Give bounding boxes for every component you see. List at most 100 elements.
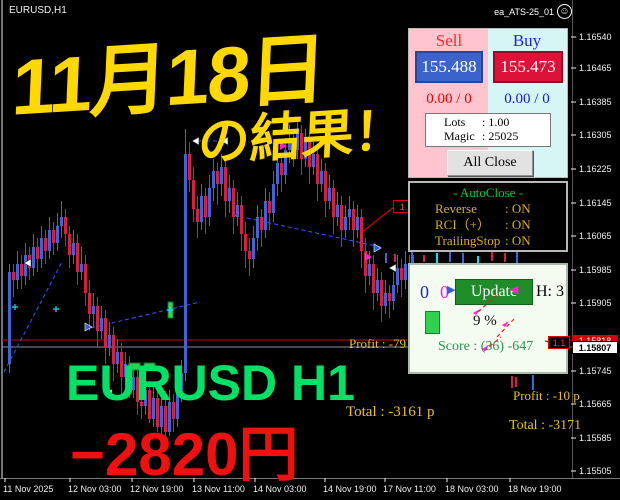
autoclose-row-value: : ON [505, 233, 531, 248]
candle [224, 167, 227, 201]
candle [88, 293, 91, 314]
candle [384, 293, 387, 306]
candle [204, 196, 207, 217]
candle [100, 318, 103, 331]
candle [268, 201, 271, 213]
candle [300, 133, 303, 159]
candle [220, 167, 223, 184]
autoclose-title: - AutoClose - [452, 185, 524, 200]
sell-price-button[interactable]: 155.488 [415, 51, 483, 83]
gauge-bar [425, 311, 440, 334]
lots-label: Lots [444, 115, 466, 129]
candle [292, 138, 295, 150]
cyan-plus-mark [53, 306, 59, 312]
green-square-mark [128, 362, 141, 371]
candle [280, 163, 283, 175]
candle [240, 205, 243, 234]
candle [348, 209, 351, 217]
candle [180, 373, 183, 390]
time-axis-label: 14 Nov 19:00 [323, 484, 377, 494]
candle [284, 150, 287, 175]
candle [44, 238, 47, 251]
price-axis-label: 1.15585 [579, 433, 612, 443]
cyan-plus-mark [12, 304, 18, 310]
score-label: Score : (36) -647 [438, 339, 534, 354]
autoclose-row-label: Reverse [435, 201, 477, 216]
overlay-title-result: の結果！ [196, 101, 407, 173]
candle [392, 285, 395, 301]
partial-price-tag: 1.1 [548, 336, 570, 349]
time-axis-label: 12 Nov 03:00 [68, 484, 122, 494]
candle [20, 264, 23, 276]
magenta-arrow-icon [280, 142, 287, 150]
buy-stats-label: 0.00 / 0 [504, 91, 550, 107]
magenta-arrow-icon: ◀ [510, 284, 519, 296]
candle [56, 226, 59, 243]
overlay-loss-amount: −2820円 [70, 421, 299, 488]
time-axis-label: 18 Nov 19:00 [508, 484, 562, 494]
price-axis-label: 1.16225 [579, 164, 612, 174]
candle [360, 217, 363, 251]
trade-panel: Sell Buy 155.488 155.473 0.00 / 0 0.00 /… [408, 28, 568, 178]
candle [68, 234, 71, 255]
magic-label: Magic [444, 129, 475, 143]
candle [112, 335, 115, 364]
candle [40, 238, 43, 259]
blue-right-arrow-icon [84, 322, 93, 332]
profit-left-label: Profit : -79 p [349, 336, 416, 351]
candle [80, 264, 83, 272]
ea-smiley-icon[interactable]: ☺ [557, 4, 572, 19]
candle [372, 264, 375, 293]
candle [276, 163, 279, 184]
candle [216, 171, 219, 184]
update-button[interactable]: Update [455, 279, 533, 305]
candle [356, 217, 359, 230]
buy-price-button[interactable]: 155.473 [493, 51, 563, 83]
candle [172, 402, 175, 419]
candle [244, 234, 247, 251]
candle [52, 230, 55, 243]
price-axis-label: 1.15665 [579, 399, 612, 409]
price-axis-label: 1.16305 [579, 130, 612, 140]
ea-name-label: ea_ATS-25_01 ☺ [494, 4, 572, 19]
sell-header: Sell [435, 31, 463, 50]
candle [256, 217, 259, 238]
candle [252, 238, 255, 259]
candle [388, 293, 391, 301]
autoclose-row: TrailingStop : ON [410, 233, 566, 249]
candle [236, 205, 239, 217]
candle [104, 318, 107, 348]
candle [64, 217, 67, 234]
candle [60, 217, 63, 226]
candle [208, 188, 211, 217]
candle [144, 390, 147, 406]
candle [152, 398, 155, 419]
cyan-plus-mark [167, 307, 173, 313]
candle [320, 171, 323, 184]
candle [248, 251, 251, 259]
candle [344, 217, 347, 230]
candle [136, 377, 139, 402]
current-price-tag: 1.15807 [572, 341, 618, 354]
candle [328, 188, 331, 201]
autoclose-panel: - AutoClose - Reverse : ON RCI（+）: ON Trail… [408, 181, 568, 252]
autoclose-row: RCI（+）: ON [410, 217, 566, 233]
count-blue: 0 [420, 282, 429, 302]
magic-value: : 25025 [482, 129, 519, 143]
autoclose-row-label: TrailingStop [435, 233, 501, 248]
candle [92, 306, 95, 314]
price-axis-label: 1.16465 [579, 63, 612, 73]
autoclose-row-label: RCI（+） [435, 217, 491, 232]
update-panel: 0 0 ▶ Update ◀ H: 3 9 % Score : (36) -64… [408, 263, 568, 374]
candle [324, 171, 327, 201]
blue-right-arrow-icon [373, 243, 382, 253]
candle [32, 247, 35, 268]
white-left-arrow-icon [388, 263, 397, 273]
candle [132, 377, 135, 390]
candle [380, 280, 383, 306]
candle [24, 255, 27, 276]
all-close-button[interactable]: All Close [447, 150, 533, 176]
candle [120, 352, 123, 377]
